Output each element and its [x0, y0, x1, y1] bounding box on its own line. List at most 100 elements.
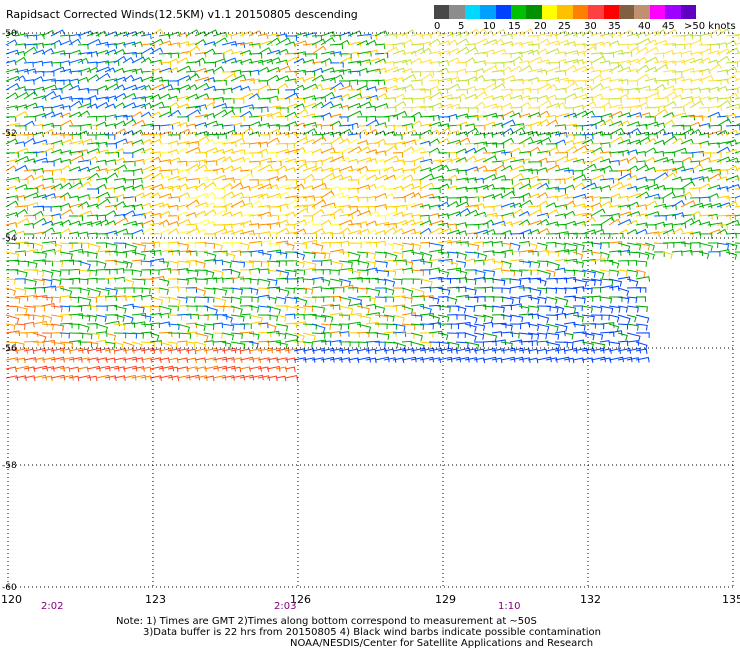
- wind-barb: [41, 48, 55, 55]
- wind-barb: [446, 139, 462, 146]
- wind-barb: [212, 296, 227, 306]
- wind-barb: [203, 258, 217, 265]
- wind-barb: [131, 242, 147, 251]
- wind-barb: [527, 205, 542, 211]
- wind-barb: [401, 267, 414, 274]
- wind-barb: [203, 251, 217, 261]
- wind-barb: [95, 72, 111, 82]
- wind-barb: [734, 133, 740, 136]
- wind-barb: [410, 192, 422, 199]
- wind-barb: [149, 375, 162, 381]
- wind-barb: [59, 242, 74, 249]
- wind-barb: [14, 68, 29, 75]
- wind-barb: [50, 296, 61, 303]
- wind-barb: [392, 77, 405, 83]
- wind-barb: [14, 208, 28, 217]
- wind-barb: [95, 133, 109, 140]
- wind-barb: [500, 190, 516, 199]
- wind-barb: [716, 69, 729, 75]
- wind-barb: [50, 168, 63, 175]
- wind-barb: [518, 28, 534, 37]
- wind-barb: [410, 165, 423, 172]
- wind-barb: [563, 321, 576, 328]
- wind-barb: [374, 348, 387, 354]
- wind-barb: [509, 181, 524, 190]
- wind-barb: [680, 100, 696, 109]
- wind-barb: [68, 100, 83, 109]
- wind-barb: [311, 136, 327, 145]
- wind-barb: [608, 78, 624, 84]
- wind-barb: [518, 113, 532, 119]
- wind-barb: [644, 200, 658, 208]
- wind-barb: [383, 211, 399, 217]
- wind-barb: [554, 178, 566, 184]
- wind-barb: [275, 191, 290, 199]
- wind-barb: [419, 241, 431, 248]
- wind-barb: [329, 151, 344, 158]
- wind-barb: [329, 113, 343, 120]
- wind-barb: [248, 223, 260, 229]
- wind-barb: [23, 61, 34, 68]
- wind-barb: [212, 242, 223, 251]
- wind-barb: [167, 42, 181, 48]
- wind-barb: [257, 322, 269, 329]
- wind-barb: [50, 341, 66, 350]
- wind-barb: [608, 160, 620, 166]
- wind-barb: [293, 132, 307, 138]
- wind-barb: [572, 242, 585, 251]
- wind-barb: [356, 157, 373, 163]
- wind-barb: [239, 213, 255, 219]
- legend-label: >50 knots: [684, 21, 736, 32]
- wind-barb: [509, 165, 526, 172]
- wind-barb: [311, 83, 324, 91]
- wind-barb: [230, 260, 246, 268]
- wind-barb: [50, 39, 62, 46]
- wind-barb: [167, 341, 178, 349]
- wind-barb: [428, 79, 440, 85]
- wind-barb: [608, 127, 625, 136]
- wind-barb: [221, 375, 235, 381]
- wind-barb: [104, 314, 119, 320]
- wind-barb: [32, 332, 47, 342]
- wind-barb: [167, 204, 179, 211]
- wind-barb: [122, 204, 136, 211]
- wind-barb: [131, 84, 147, 91]
- wind-barb: [248, 287, 259, 295]
- wind-barb: [608, 136, 624, 145]
- wind-barb: [230, 42, 246, 48]
- wind-barb: [140, 242, 155, 249]
- wind-barb: [500, 249, 514, 256]
- wind-barb: [599, 322, 615, 328]
- wind-barb: [185, 60, 201, 67]
- wind-barb: [590, 41, 605, 48]
- wind-barb: [626, 201, 640, 208]
- wind-barb: [446, 211, 462, 217]
- wind-barb: [347, 321, 361, 328]
- wind-barb: [725, 39, 737, 46]
- wind-barb: [14, 287, 27, 296]
- wind-barb: [716, 100, 731, 109]
- wind-barb: [167, 102, 180, 109]
- wind-barb: [419, 41, 432, 47]
- wind-barb: [635, 64, 650, 73]
- wind-barb: [329, 167, 341, 174]
- wind-barb: [149, 296, 164, 306]
- wind-barb: [86, 365, 101, 372]
- wind-barb: [248, 52, 263, 59]
- wind-barb: [500, 110, 516, 118]
- wind-barb: [230, 276, 245, 282]
- wind-barb: [167, 185, 182, 191]
- wind-barb: [437, 296, 449, 302]
- wind-barb: [77, 348, 89, 355]
- wind-barb: [257, 148, 269, 155]
- wind-barb: [635, 222, 648, 229]
- wind-barb: [275, 107, 289, 113]
- wind-barb: [176, 183, 189, 190]
- wind-barb: [275, 165, 288, 172]
- wind-barb: [644, 30, 660, 37]
- wind-barb: [617, 149, 630, 156]
- wind-barb: [275, 357, 289, 363]
- wind-barb: [626, 156, 639, 163]
- wind-barb: [671, 199, 685, 208]
- wind-barb: [167, 157, 182, 163]
